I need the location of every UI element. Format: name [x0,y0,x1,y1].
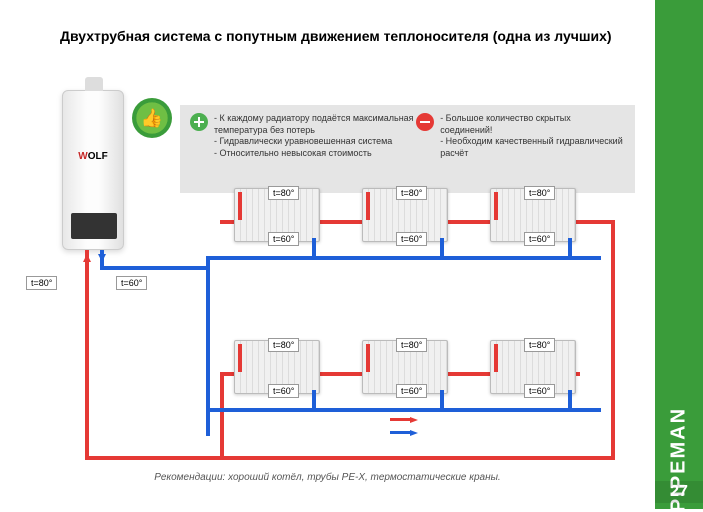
plus-icon [190,113,208,131]
temp-label-in: t=80° [268,338,299,352]
cons-item: - Большое количество скрытых соединений! [440,113,625,136]
recommendation-text: Рекомендации: хороший котёл, трубы PE-X,… [20,472,635,483]
pros-text: - К каждому радиатору подаётся максималь… [214,113,416,160]
pipe-return-riser [312,390,316,408]
pipe-supply [85,250,89,460]
pipe-return [100,266,210,270]
pipe-return-riser [568,238,572,256]
flow-arrow-blue [390,431,410,434]
pipe-return [206,432,210,436]
diagram-title: Двухтрубная система с попутным движением… [60,28,635,44]
temp-label-return: t=60° [116,276,147,290]
quality-stamp-icon: 👍 [132,98,172,138]
boiler: WOLF [62,90,124,250]
content-area: Двухтрубная система с попутным движением… [20,20,635,489]
temp-label-out: t=60° [268,384,299,398]
temp-label-out: t=60° [524,232,555,246]
pros-column: - К каждому радиатору подаётся максималь… [190,113,416,185]
info-box: - К каждому радиатору подаётся максималь… [180,105,635,193]
cons-column: - Большое количество скрытых соединений!… [416,113,625,185]
pipe-supply-riser [494,344,498,372]
pipe-supply-riser [238,192,242,220]
minus-icon [416,113,434,131]
cons-item: - Необходим качественный гидравлический … [440,136,625,159]
temp-label-in: t=80° [524,338,555,352]
boiler-flue [85,77,103,91]
diagram: - К каждому радиатору подаётся максималь… [20,60,635,460]
pipe-supply-riser [238,344,242,372]
pipe-supply-riser [494,192,498,220]
pros-item: - Гидравлически уравновешенная система [214,136,416,148]
boiler-logo: WOLF [63,151,123,162]
page: Двухтрубная система с попутным движением… [0,0,703,509]
pipe-supply [85,456,615,460]
pipe-return [206,256,601,260]
pipe-return-riser [440,238,444,256]
temp-label-out: t=60° [268,232,299,246]
pipe-return-riser [440,390,444,408]
flow-arrow-red [390,418,410,421]
pros-item: - К каждому радиатору подаётся максималь… [214,113,416,136]
pipe-supply-riser [366,192,370,220]
temp-label-in: t=80° [396,338,427,352]
temp-label-in: t=80° [524,186,555,200]
pipe-supply [220,372,224,460]
pros-item: - Относительно невысокая стоимость [214,148,416,160]
temp-label-supply: t=80° [26,276,57,290]
temp-label-in: t=80° [396,186,427,200]
pipe-supply [611,220,615,460]
pipe-return-riser [312,238,316,256]
pipe-supply-riser [366,344,370,372]
temp-label-out: t=60° [524,384,555,398]
page-number: 27 [655,481,703,503]
pipe-return-riser [568,390,572,408]
boiler-panel [71,213,117,239]
arrow-right-icon [410,430,418,436]
temp-label-out: t=60° [396,232,427,246]
cons-text: - Большое количество скрытых соединений!… [440,113,625,160]
pipe-return [206,408,601,412]
arrow-right-icon [410,417,418,423]
temp-label-out: t=60° [396,384,427,398]
sidebar: PIPEMAN 27 [655,0,703,509]
temp-label-in: t=80° [268,186,299,200]
